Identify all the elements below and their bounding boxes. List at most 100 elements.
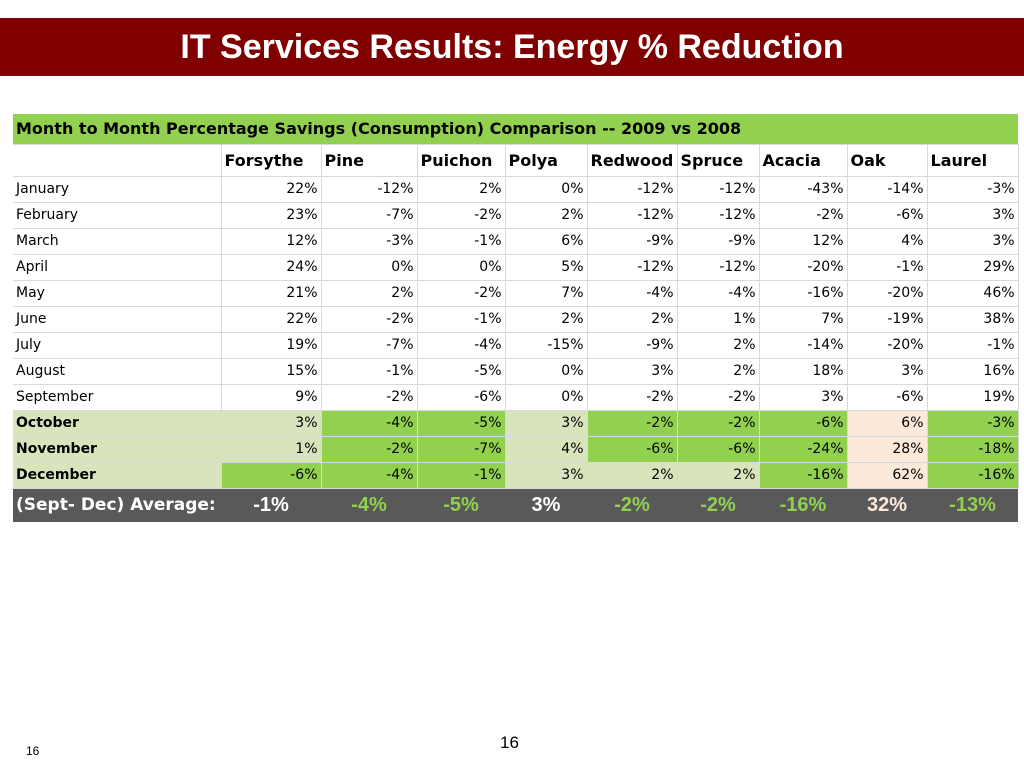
value-cell: 3% bbox=[759, 384, 848, 411]
value-cell: -2% bbox=[321, 306, 418, 333]
column-header-pine: Pine bbox=[321, 144, 418, 177]
average-value: -2% bbox=[677, 488, 759, 522]
value-cell: -16% bbox=[759, 280, 848, 307]
value-cell: -2% bbox=[677, 410, 760, 437]
row-label-october: October bbox=[13, 410, 222, 437]
value-cell: -43% bbox=[759, 176, 848, 203]
savings-table: Month to Month Percentage Savings (Consu… bbox=[13, 114, 1019, 522]
value-cell: -6% bbox=[221, 462, 322, 489]
value-cell: -5% bbox=[417, 410, 506, 437]
value-cell: -4% bbox=[321, 410, 418, 437]
value-cell: 62% bbox=[847, 462, 928, 489]
row-label-january: January bbox=[13, 176, 222, 203]
value-cell: -3% bbox=[927, 410, 1019, 437]
table-header-row: Forsythe Pine Puichon Polya Redwood Spruce Aca… bbox=[13, 144, 1019, 177]
value-cell: 4% bbox=[505, 436, 588, 463]
value-cell: -12% bbox=[677, 176, 760, 203]
value-cell: -12% bbox=[677, 202, 760, 229]
value-cell: 28% bbox=[847, 436, 928, 463]
value-cell: -1% bbox=[417, 306, 506, 333]
value-cell: -1% bbox=[417, 228, 506, 255]
value-cell: 19% bbox=[221, 332, 322, 359]
value-cell: -9% bbox=[677, 228, 760, 255]
average-value: -1% bbox=[221, 488, 321, 522]
value-cell: 3% bbox=[847, 358, 928, 385]
value-cell: 19% bbox=[927, 384, 1019, 411]
column-header-polya: Polya bbox=[505, 144, 588, 177]
value-cell: -16% bbox=[927, 462, 1019, 489]
average-label: (Sept- Dec) Average: bbox=[13, 488, 221, 522]
table-row: June 22% -2% -1% 2% 2% 1% 7% -19% 38% bbox=[13, 306, 1019, 333]
value-cell: 7% bbox=[505, 280, 588, 307]
column-header-oak: Oak bbox=[847, 144, 928, 177]
table-row: September 9% -2% -6% 0% -2% -2% 3% -6% 19% bbox=[13, 384, 1019, 411]
value-cell: -1% bbox=[847, 254, 928, 281]
page-number: 16 bbox=[500, 733, 519, 752]
value-cell: 6% bbox=[847, 410, 928, 437]
row-label-august: August bbox=[13, 358, 222, 385]
value-cell: -18% bbox=[927, 436, 1019, 463]
value-cell: 1% bbox=[677, 306, 760, 333]
value-cell: -2% bbox=[677, 384, 760, 411]
value-cell: 2% bbox=[677, 332, 760, 359]
header-empty-cell bbox=[13, 144, 222, 177]
row-label-april: April bbox=[13, 254, 222, 281]
value-cell: -2% bbox=[417, 202, 506, 229]
value-cell: 2% bbox=[417, 176, 506, 203]
average-value: -5% bbox=[417, 488, 505, 522]
value-cell: -6% bbox=[677, 436, 760, 463]
value-cell: -2% bbox=[417, 280, 506, 307]
average-value: -13% bbox=[927, 488, 1019, 522]
value-cell: 29% bbox=[927, 254, 1019, 281]
average-value: 3% bbox=[505, 488, 587, 522]
value-cell: -9% bbox=[587, 332, 678, 359]
value-cell: 2% bbox=[321, 280, 418, 307]
column-header-spruce: Spruce bbox=[677, 144, 760, 177]
value-cell: 0% bbox=[505, 384, 588, 411]
value-cell: 2% bbox=[587, 306, 678, 333]
value-cell: 3% bbox=[505, 410, 588, 437]
column-header-forsythe: Forsythe bbox=[221, 144, 322, 177]
value-cell: 18% bbox=[759, 358, 848, 385]
value-cell: 22% bbox=[221, 176, 322, 203]
value-cell: 46% bbox=[927, 280, 1019, 307]
value-cell: 1% bbox=[221, 436, 322, 463]
value-cell: -19% bbox=[847, 306, 928, 333]
value-cell: 12% bbox=[221, 228, 322, 255]
column-header-acacia: Acacia bbox=[759, 144, 848, 177]
value-cell: -15% bbox=[505, 332, 588, 359]
row-label-february: February bbox=[13, 202, 222, 229]
value-cell: -6% bbox=[417, 384, 506, 411]
value-cell: -14% bbox=[759, 332, 848, 359]
value-cell: -3% bbox=[321, 228, 418, 255]
column-header-redwood: Redwood bbox=[587, 144, 678, 177]
value-cell: -6% bbox=[587, 436, 678, 463]
value-cell: -6% bbox=[847, 384, 928, 411]
value-cell: 7% bbox=[759, 306, 848, 333]
value-cell: 0% bbox=[321, 254, 418, 281]
value-cell: -6% bbox=[847, 202, 928, 229]
value-cell: 2% bbox=[677, 358, 760, 385]
value-cell: 2% bbox=[505, 306, 588, 333]
average-value: -2% bbox=[587, 488, 677, 522]
table-row: May 21% 2% -2% 7% -4% -4% -16% -20% 46% bbox=[13, 280, 1019, 307]
value-cell: 3% bbox=[587, 358, 678, 385]
value-cell: -4% bbox=[677, 280, 760, 307]
value-cell: -2% bbox=[759, 202, 848, 229]
value-cell: 23% bbox=[221, 202, 322, 229]
value-cell: 4% bbox=[847, 228, 928, 255]
value-cell: -2% bbox=[321, 384, 418, 411]
value-cell: 3% bbox=[927, 228, 1019, 255]
value-cell: 2% bbox=[677, 462, 760, 489]
value-cell: -24% bbox=[759, 436, 848, 463]
table-caption: Month to Month Percentage Savings (Consu… bbox=[13, 114, 1019, 145]
table-row: February 23% -7% -2% 2% -12% -12% -2% -6% 3% bbox=[13, 202, 1019, 229]
value-cell: 9% bbox=[221, 384, 322, 411]
value-cell: 21% bbox=[221, 280, 322, 307]
average-value: 32% bbox=[847, 488, 927, 522]
table-row: January 22% -12% 2% 0% -12% -12% -43% -14% -3% bbox=[13, 176, 1019, 203]
value-cell: -12% bbox=[587, 176, 678, 203]
value-cell: -6% bbox=[759, 410, 848, 437]
value-cell: 2% bbox=[587, 462, 678, 489]
row-label-july: July bbox=[13, 332, 222, 359]
